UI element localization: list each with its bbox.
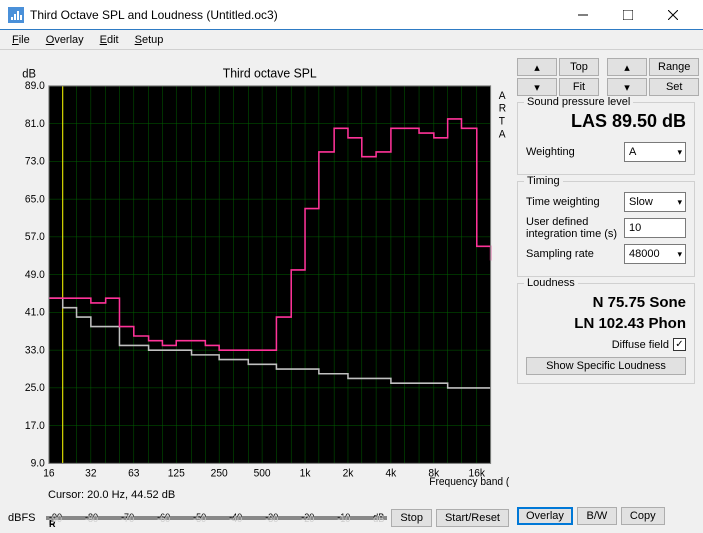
show-specific-loudness-button[interactable]: Show Specific Loudness bbox=[526, 357, 686, 375]
loudness-sone: N 75.75 Sone bbox=[526, 292, 686, 313]
svg-text:2k: 2k bbox=[343, 468, 355, 479]
svg-text:33.0: 33.0 bbox=[25, 345, 45, 356]
minimize-button[interactable] bbox=[560, 0, 605, 29]
set-button[interactable]: Set bbox=[649, 78, 699, 96]
svg-text:89.0: 89.0 bbox=[25, 81, 45, 92]
meter-right: R -90-80-70-60-50-40-30-20-10dB bbox=[46, 518, 387, 520]
svg-text:dB: dB bbox=[22, 68, 36, 80]
timing-group: Timing Time weighting Slow User defined … bbox=[517, 181, 695, 277]
svg-text:Frequency band (Hz): Frequency band (Hz) bbox=[429, 477, 509, 487]
svg-text:T: T bbox=[499, 116, 506, 127]
svg-text:65.0: 65.0 bbox=[25, 194, 45, 205]
overlay-button[interactable]: Overlay bbox=[517, 507, 573, 525]
svg-text:25.0: 25.0 bbox=[25, 383, 45, 394]
svg-text:32: 32 bbox=[85, 468, 97, 479]
integration-time-input[interactable]: 10 bbox=[624, 218, 686, 238]
svg-text:A: A bbox=[499, 129, 506, 140]
svg-text:R: R bbox=[499, 103, 507, 114]
titlebar: Third Octave SPL and Loudness (Untitled.… bbox=[0, 0, 703, 30]
menu-setup[interactable]: Setup bbox=[127, 32, 172, 48]
spl-reading: LAS 89.50 dB bbox=[526, 109, 686, 138]
copy-button[interactable]: Copy bbox=[621, 507, 665, 525]
svg-text:49.0: 49.0 bbox=[25, 270, 45, 281]
svg-text:73.0: 73.0 bbox=[25, 156, 45, 167]
svg-text:63: 63 bbox=[128, 468, 140, 479]
svg-text:41.0: 41.0 bbox=[25, 307, 45, 318]
svg-text:250: 250 bbox=[211, 468, 228, 479]
diffuse-field-checkbox[interactable]: ✓ bbox=[673, 338, 686, 351]
meter-label: dBFS bbox=[8, 512, 42, 524]
top-down-button[interactable]: ▾ bbox=[517, 78, 557, 96]
svg-text:17.0: 17.0 bbox=[25, 421, 45, 432]
start-reset-button[interactable]: Start/Reset bbox=[436, 509, 509, 527]
svg-text:125: 125 bbox=[168, 468, 185, 479]
top-button[interactable]: Top bbox=[559, 58, 599, 76]
stop-button[interactable]: Stop bbox=[391, 509, 432, 527]
sampling-rate-select[interactable]: 48000 bbox=[624, 244, 686, 264]
menu-overlay[interactable]: Overlay bbox=[38, 32, 92, 48]
fit-button[interactable]: Fit bbox=[559, 78, 599, 96]
svg-text:Third octave SPL: Third octave SPL bbox=[223, 66, 317, 80]
bw-button[interactable]: B/W bbox=[577, 507, 617, 525]
loudness-group: Loudness N 75.75 Sone LN 102.43 Phon Dif… bbox=[517, 283, 695, 384]
window-title: Third Octave SPL and Loudness (Untitled.… bbox=[30, 8, 560, 22]
menu-edit[interactable]: Edit bbox=[92, 32, 127, 48]
svg-text:A: A bbox=[499, 91, 506, 102]
maximize-button[interactable] bbox=[605, 0, 650, 29]
cursor-readout: Cursor: 20.0 Hz, 44.52 dB bbox=[8, 487, 509, 507]
time-weighting-select[interactable]: Slow bbox=[624, 192, 686, 212]
spl-chart[interactable]: 89.0 81.0 73.0 65.0 57.0 49.0 41.0 33.0 25.0 17.0… bbox=[8, 58, 509, 487]
loudness-phon: LN 102.43 Phon bbox=[526, 313, 686, 334]
svg-text:4k: 4k bbox=[386, 468, 398, 479]
range-down-button[interactable]: ▾ bbox=[607, 78, 647, 96]
svg-text:57.0: 57.0 bbox=[25, 232, 45, 243]
range-up-button[interactable]: ▴ bbox=[607, 58, 647, 76]
weighting-select[interactable]: A bbox=[624, 142, 686, 162]
chart-area: 89.0 81.0 73.0 65.0 57.0 49.0 41.0 33.0 25.0 17.0… bbox=[8, 58, 509, 487]
svg-text:500: 500 bbox=[254, 468, 271, 479]
svg-text:1k: 1k bbox=[300, 468, 312, 479]
app-icon bbox=[8, 7, 24, 23]
svg-text:16: 16 bbox=[43, 468, 55, 479]
close-button[interactable] bbox=[650, 0, 695, 29]
menu-file[interactable]: File bbox=[4, 32, 38, 48]
range-button[interactable]: Range bbox=[649, 58, 699, 76]
menubar: File Overlay Edit Setup bbox=[0, 30, 703, 50]
svg-text:81.0: 81.0 bbox=[25, 119, 45, 130]
top-up-button[interactable]: ▴ bbox=[517, 58, 557, 76]
spl-group: Sound pressure level LAS 89.50 dB Weight… bbox=[517, 102, 695, 175]
